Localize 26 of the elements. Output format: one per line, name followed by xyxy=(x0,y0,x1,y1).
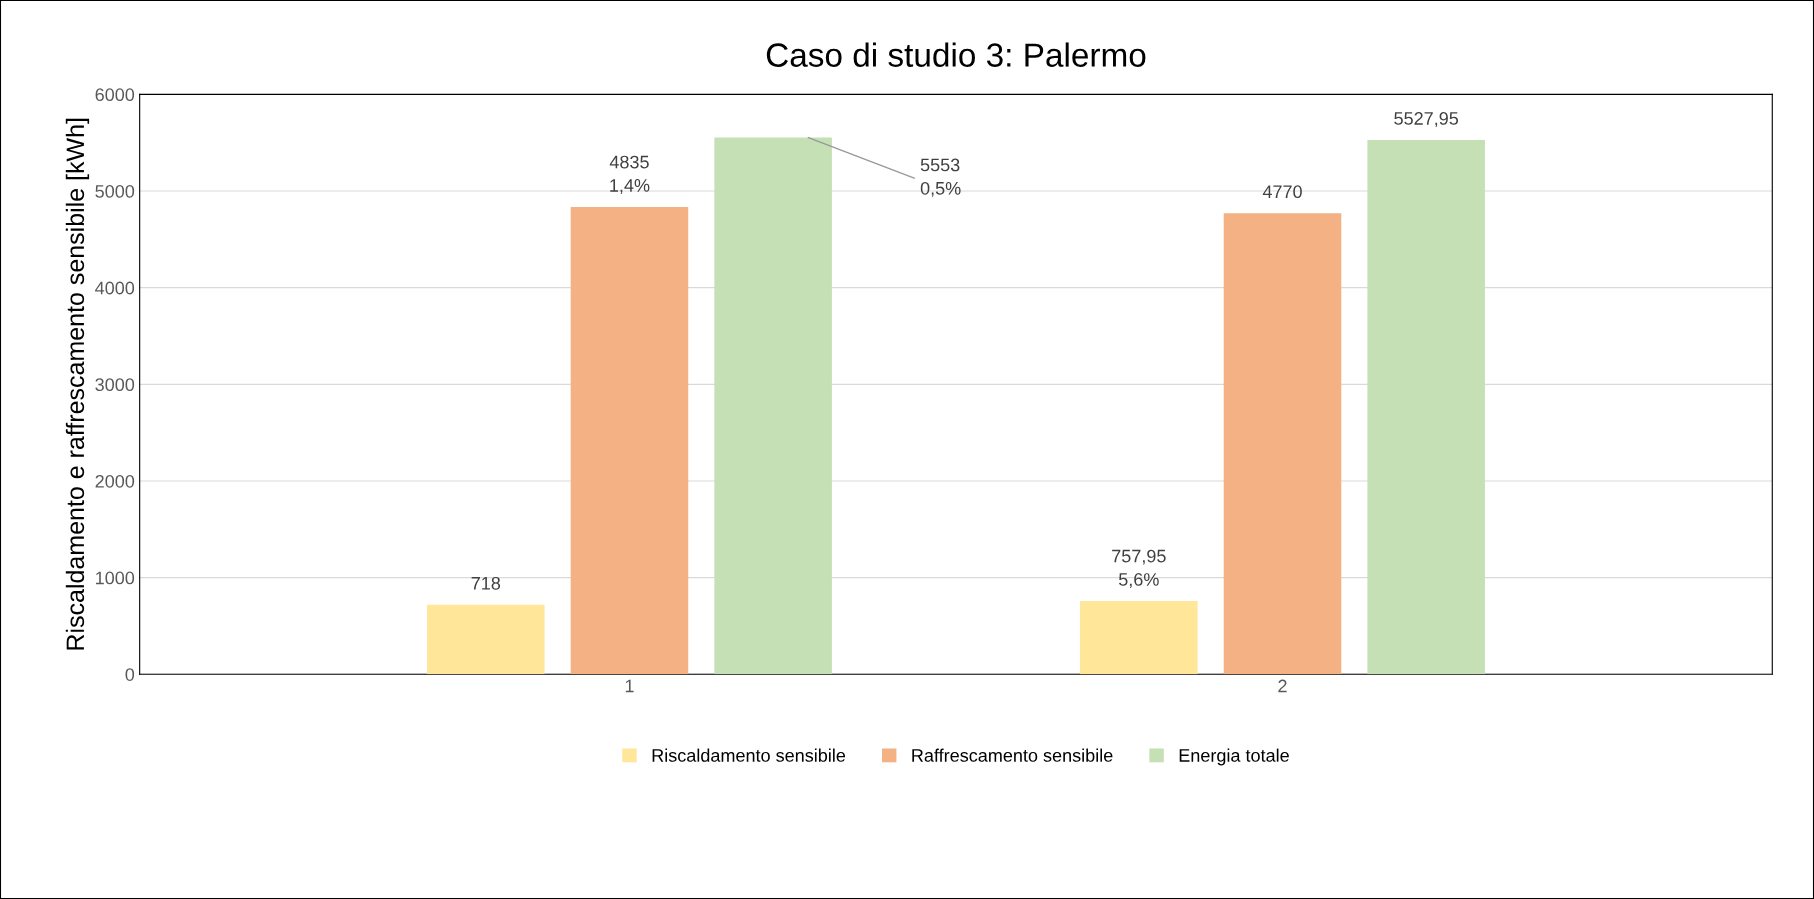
legend-label: Riscaldamento sensibile xyxy=(652,748,846,762)
y-tick-label: 0 xyxy=(125,668,135,681)
y-tick-label: 1000 xyxy=(96,571,135,585)
y-tick-label: 4000 xyxy=(95,281,135,295)
y-tick-label: 2000 xyxy=(95,474,135,488)
bar xyxy=(1367,140,1485,675)
x-tick-label: 2 xyxy=(1278,679,1287,693)
bar xyxy=(714,137,832,675)
chart-title: Caso di studio 3: Palermo xyxy=(766,42,1146,67)
bar xyxy=(1223,213,1342,675)
bar xyxy=(1080,601,1198,675)
data-label: 4770 xyxy=(1262,185,1302,199)
bar xyxy=(570,206,689,675)
y-tick-label: 3000 xyxy=(95,378,135,392)
data-label: 5527,95 xyxy=(1394,112,1459,127)
bar xyxy=(427,604,545,675)
y-tick-label: 6000 xyxy=(95,88,135,102)
data-label: 757,95 5,6% xyxy=(1112,549,1166,588)
y-axis-title: Riscaldamento e raffrescamento sensibile [kWh] xyxy=(65,118,90,650)
legend-label: Raffrescamento sensibile xyxy=(912,748,1113,762)
legend-label: Energia totale xyxy=(1179,748,1289,766)
data-label: 718 xyxy=(471,576,501,590)
x-tick-label: 1 xyxy=(625,679,634,693)
y-tick-label: 5000 xyxy=(95,184,135,198)
data-label: 5553 0,5% xyxy=(920,158,961,197)
data-label: 4835 1,4% xyxy=(609,155,650,194)
